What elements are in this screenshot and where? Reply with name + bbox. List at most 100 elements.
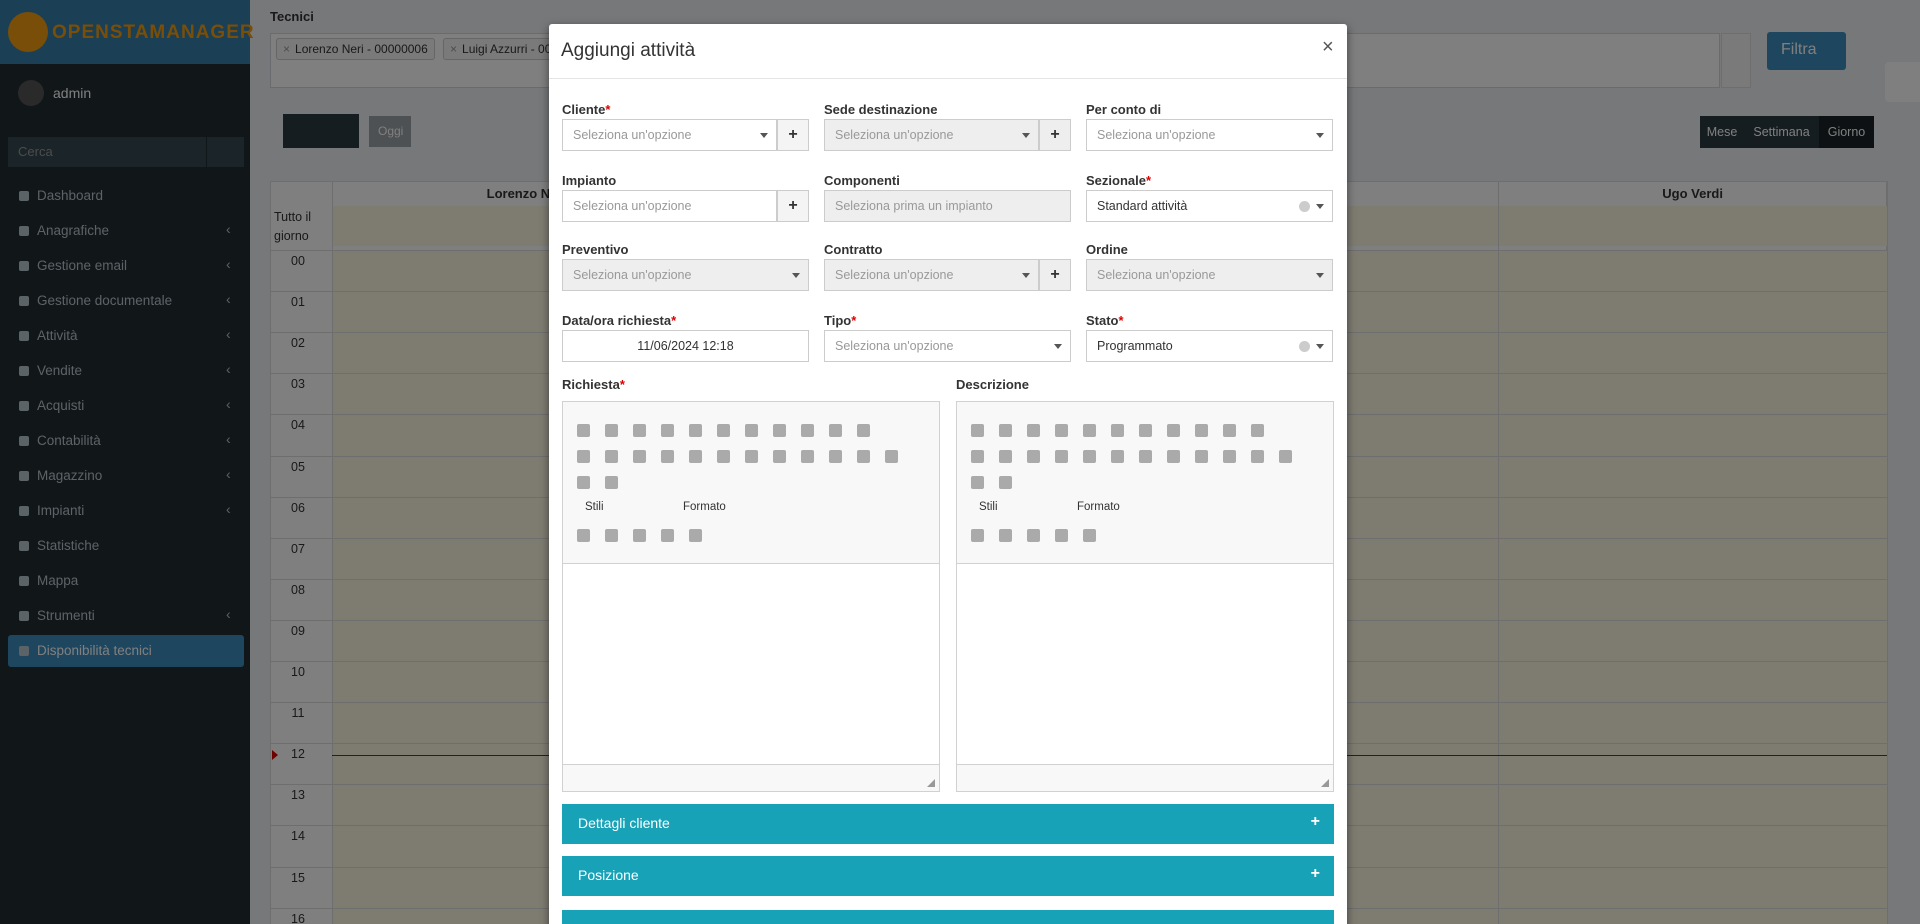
select-input[interactable]: Standard attività: [1086, 190, 1333, 222]
date-input[interactable]: 11/06/2024 12:18: [562, 330, 809, 362]
toolbar-icon[interactable]: [1195, 424, 1208, 437]
toolbar-icon[interactable]: [661, 529, 674, 542]
toolbar-icon[interactable]: [971, 450, 984, 463]
toolbar-icon[interactable]: [1251, 450, 1264, 463]
collapse-panel[interactable]: Posizione +: [562, 856, 1334, 896]
toolbar-icon[interactable]: [857, 450, 870, 463]
toolbar-icon[interactable]: [1027, 529, 1040, 542]
toolbar-icon[interactable]: [689, 450, 702, 463]
toolbar-icon[interactable]: [605, 529, 618, 542]
toolbar-icon[interactable]: [1167, 424, 1180, 437]
toolbar-icon[interactable]: [1223, 424, 1236, 437]
add-button[interactable]: +: [1039, 259, 1071, 291]
toolbar-icon[interactable]: [577, 450, 590, 463]
toolbar-icon[interactable]: [1083, 450, 1096, 463]
toolbar-icon[interactable]: [1139, 450, 1152, 463]
toolbar-icon[interactable]: [661, 450, 674, 463]
toolbar-icon[interactable]: [717, 450, 730, 463]
toolbar-icon[interactable]: [661, 424, 674, 437]
select-arrow: [1316, 204, 1324, 209]
select-input[interactable]: Seleziona un'opzione: [562, 259, 809, 291]
toolbar-icon[interactable]: [857, 424, 870, 437]
select-input[interactable]: Seleziona un'opzione: [824, 259, 1039, 291]
format-combo[interactable]: Formato: [683, 501, 726, 513]
toolbar-icon[interactable]: [1167, 450, 1180, 463]
select-input[interactable]: Seleziona un'opzione: [824, 119, 1039, 151]
toolbar-icon[interactable]: [1027, 424, 1040, 437]
toolbar-icon[interactable]: [801, 450, 814, 463]
toolbar-icon[interactable]: [633, 529, 646, 542]
toolbar-icon[interactable]: [1111, 424, 1124, 437]
toolbar-icon[interactable]: [1223, 450, 1236, 463]
modal-close[interactable]: ×: [1322, 36, 1334, 58]
select-input[interactable]: Seleziona un'opzione: [1086, 259, 1333, 291]
select-input[interactable]: Seleziona prima un impianto: [824, 190, 1071, 222]
editor-content: [957, 563, 1333, 765]
toolbar-icon[interactable]: [605, 476, 618, 489]
toolbar-icon[interactable]: [1055, 529, 1068, 542]
toolbar-icon[interactable]: [801, 424, 814, 437]
toolbar-icon[interactable]: [577, 424, 590, 437]
toolbar-icon[interactable]: [885, 450, 898, 463]
panel-plus: +: [1310, 865, 1320, 882]
toolbar-icon[interactable]: [1139, 424, 1152, 437]
toolbar-icon[interactable]: [577, 476, 590, 489]
field-label: Componenti: [824, 173, 900, 188]
toolbar-icon[interactable]: [1195, 450, 1208, 463]
toolbar-icon[interactable]: [773, 450, 786, 463]
field-label: Sede destinazione: [824, 102, 937, 117]
toolbar-icon[interactable]: [971, 424, 984, 437]
format-combo[interactable]: Formato: [1077, 501, 1120, 513]
toolbar-icon[interactable]: [1111, 450, 1124, 463]
toolbar-icon[interactable]: [1279, 450, 1292, 463]
label-text: Preventivo: [562, 242, 629, 257]
add-button[interactable]: +: [777, 190, 809, 222]
select-input[interactable]: Seleziona un'opzione: [562, 119, 777, 151]
toolbar-icon[interactable]: [1055, 450, 1068, 463]
toolbar-icon[interactable]: [773, 424, 786, 437]
select-arrow: [1316, 344, 1324, 349]
select-input[interactable]: Seleziona un'opzione: [1086, 119, 1333, 151]
select-input[interactable]: Programmato: [1086, 330, 1333, 362]
toolbar-icon[interactable]: [999, 529, 1012, 542]
toolbar-icon[interactable]: [971, 476, 984, 489]
toolbar-icon[interactable]: [1083, 529, 1096, 542]
select-input[interactable]: Seleziona un'opzione: [562, 190, 777, 222]
styles-combo[interactable]: Stili: [979, 501, 998, 513]
editor: Stili Formato: [956, 401, 1334, 792]
toolbar-icon[interactable]: [829, 424, 842, 437]
label-text: Cliente: [562, 102, 606, 117]
toolbar-icon[interactable]: [717, 424, 730, 437]
select-arrow: [792, 273, 800, 278]
collapse-panel[interactable]: [562, 910, 1334, 924]
styles-combo[interactable]: Stili: [585, 501, 604, 513]
toolbar-icon[interactable]: [605, 450, 618, 463]
toolbar-icon[interactable]: [689, 424, 702, 437]
toolbar-icon[interactable]: [1251, 424, 1264, 437]
toolbar-icon[interactable]: [829, 450, 842, 463]
toolbar-icon[interactable]: [745, 424, 758, 437]
toolbar-icon[interactable]: [1055, 424, 1068, 437]
toolbar-icon[interactable]: [745, 450, 758, 463]
field-label: Ordine: [1086, 242, 1128, 257]
toolbar-icon[interactable]: [999, 450, 1012, 463]
toolbar-icon[interactable]: [999, 476, 1012, 489]
toolbar-icon[interactable]: [577, 529, 590, 542]
toolbar-icon[interactable]: [689, 529, 702, 542]
add-button[interactable]: +: [1039, 119, 1071, 151]
required-mark: *: [605, 102, 611, 117]
add-button[interactable]: +: [777, 119, 809, 151]
toolbar-icon[interactable]: [999, 424, 1012, 437]
toolbar-icon[interactable]: [633, 424, 646, 437]
toolbar-icon[interactable]: [633, 450, 646, 463]
field-label: Impianto: [562, 173, 616, 188]
label-text: Ordine: [1086, 242, 1128, 257]
collapse-panel[interactable]: Dettagli cliente +: [562, 804, 1334, 844]
toolbar-icon[interactable]: [1083, 424, 1096, 437]
toolbar-icon[interactable]: [971, 529, 984, 542]
select-input[interactable]: Seleziona un'opzione: [824, 330, 1071, 362]
field-label: Preventivo: [562, 242, 628, 257]
toolbar-icon[interactable]: [1027, 450, 1040, 463]
field-label: Tipo*: [824, 313, 856, 328]
toolbar-icon[interactable]: [605, 424, 618, 437]
